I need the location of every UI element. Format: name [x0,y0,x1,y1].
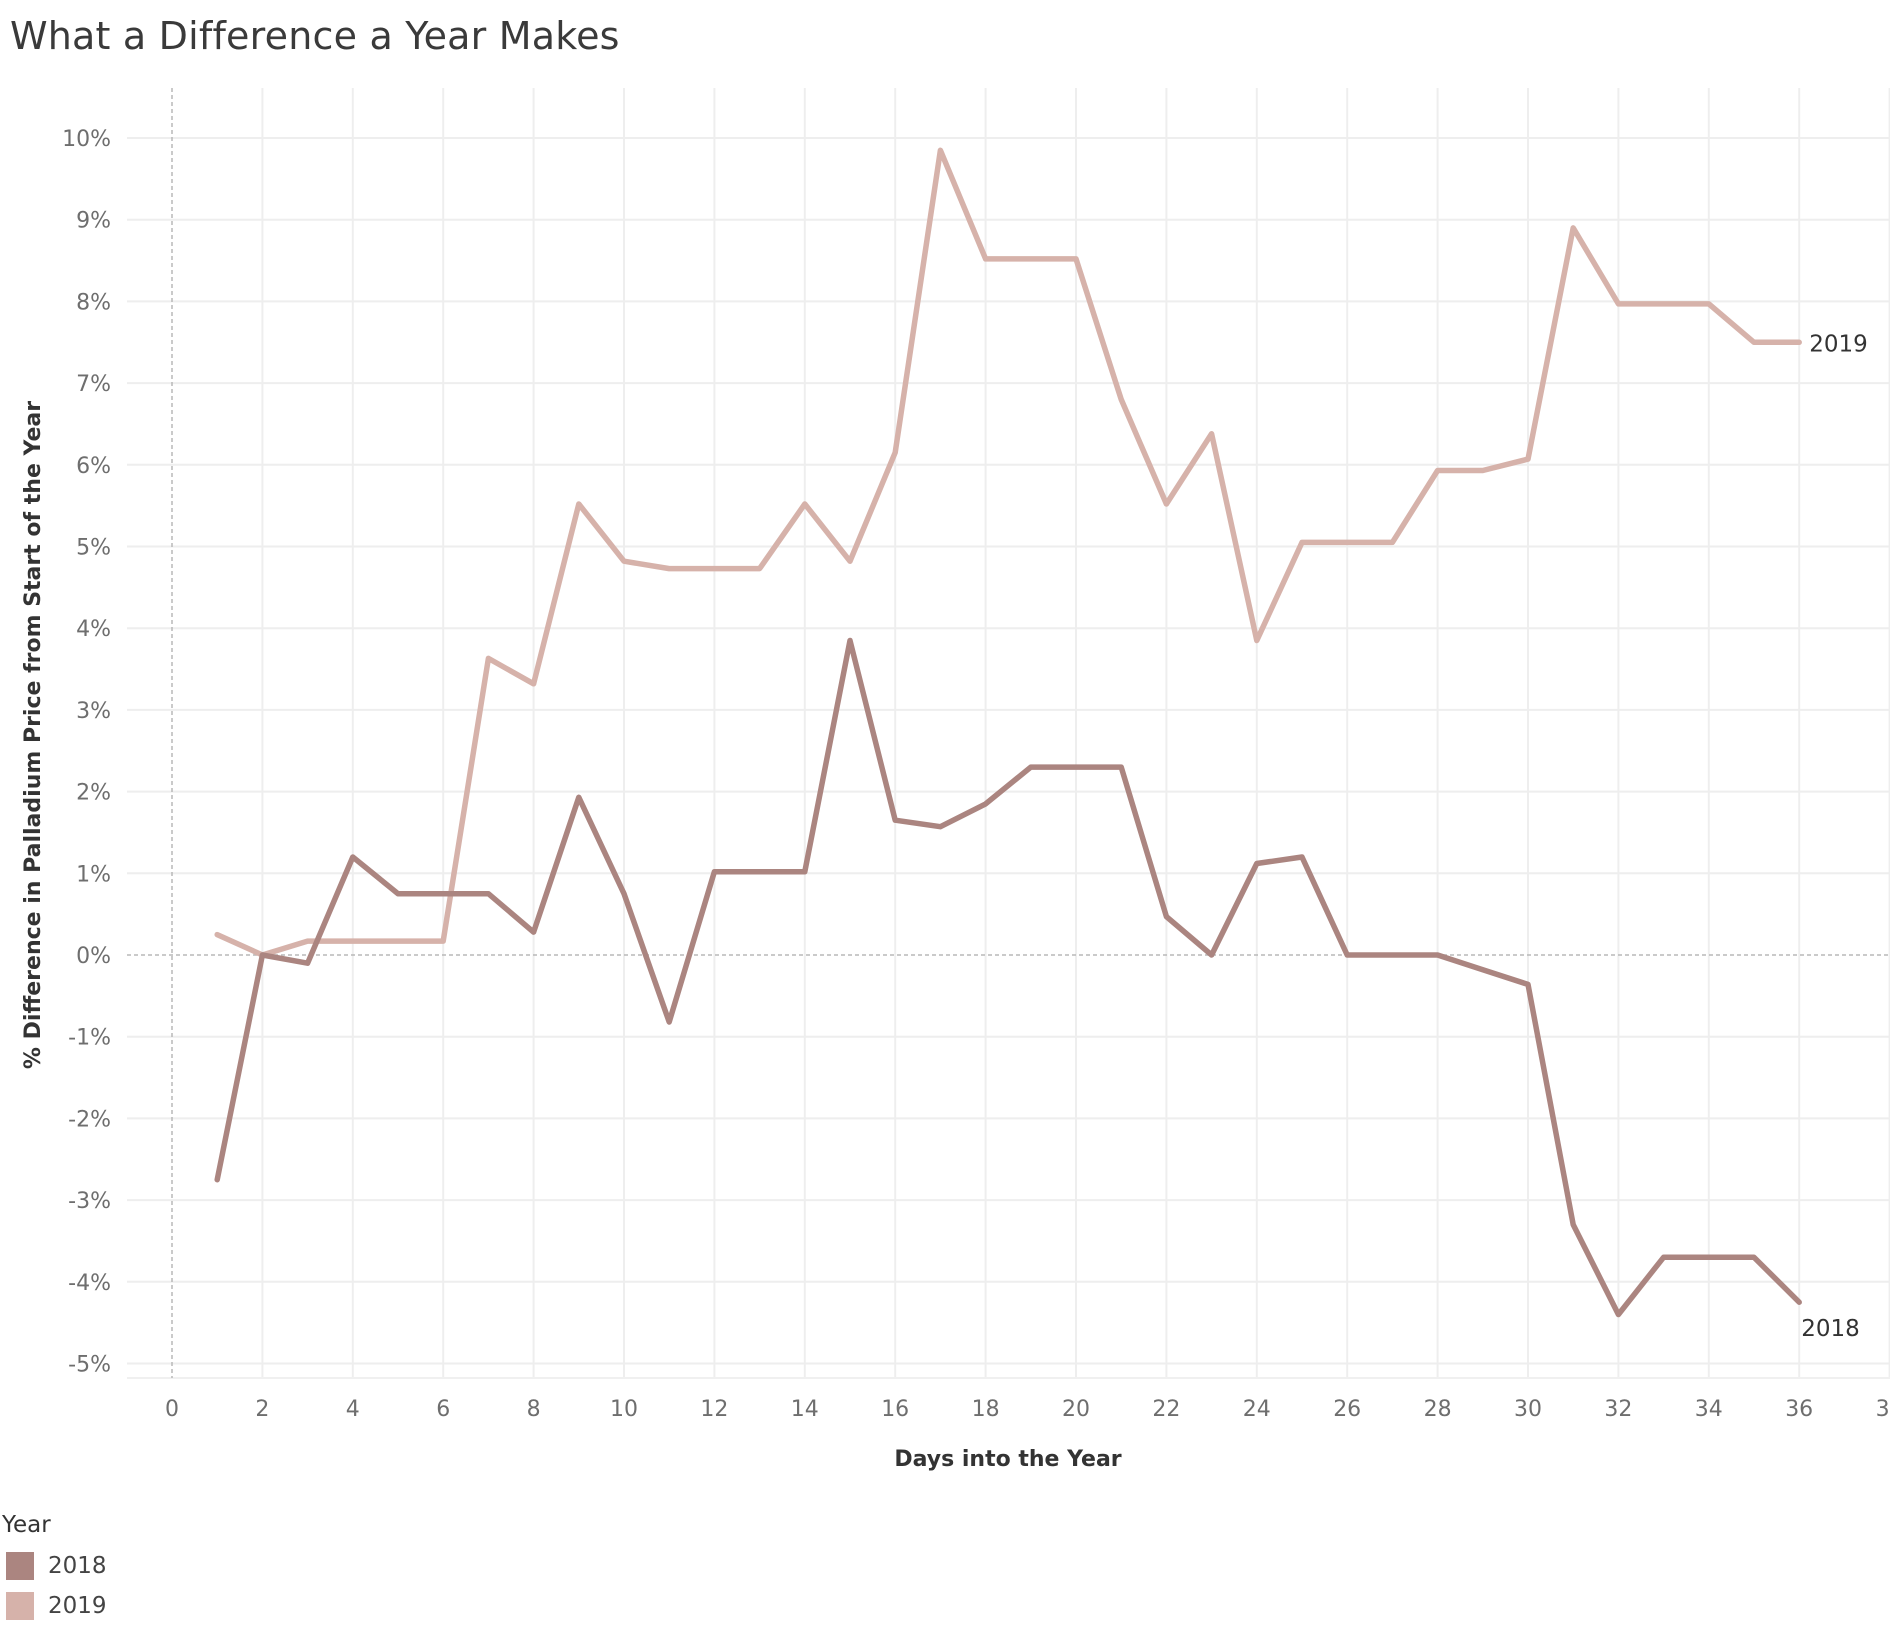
series-lines [214,147,1802,1318]
x-tick-label: 32 [1604,1397,1632,1422]
x-tick-label: 8 [527,1397,541,1422]
series-end-label-2019: 2019 [1809,331,1868,357]
series-end-label-2018: 2018 [1801,1316,1860,1342]
legend-item-2019[interactable]: 2019 [2,1586,107,1626]
y-tick-label: 1% [76,862,111,887]
x-tick-label: 10 [610,1397,638,1422]
series-line-2019[interactable] [214,147,1802,958]
x-tick-label: 20 [1062,1397,1090,1422]
y-tick-label: 7% [76,372,111,397]
x-tick-label: 26 [1333,1397,1361,1422]
legend-item-2018[interactable]: 2018 [2,1546,107,1586]
y-tick-label: 2% [76,781,111,806]
x-tick-label: 34 [1695,1397,1723,1422]
y-tick-label: -5% [68,1353,111,1378]
tick-labels: 0246810121416182022242628303234363810%9%… [62,127,1890,1422]
x-tick-label: 0 [165,1397,179,1422]
y-tick-label: -4% [68,1271,111,1296]
y-tick-label: 3% [76,699,111,724]
x-tick-label: 24 [1243,1397,1271,1422]
legend-label-2019: 2019 [48,1593,107,1619]
axes [127,88,1890,1379]
x-tick-label: 6 [436,1397,450,1422]
y-tick-label: -3% [68,1189,111,1214]
y-tick-label: 5% [76,536,111,561]
y-tick-label: 0% [76,944,111,969]
legend-swatch-2018 [6,1552,34,1580]
grid [127,88,1890,1378]
x-tick-label: 14 [791,1397,819,1422]
x-tick-label: 22 [1152,1397,1180,1422]
x-tick-label: 12 [700,1397,728,1422]
y-tick-label: -2% [68,1107,111,1132]
x-tick-label: 28 [1424,1397,1452,1422]
y-tick-label: 6% [76,454,111,479]
y-tick-label: 9% [76,209,111,234]
x-tick-label: 38 [1876,1397,1890,1422]
x-axis-title: Days into the Year [894,1447,1121,1472]
x-tick-label: 2 [255,1397,269,1422]
y-axis-title: % Difference in Palladium Price from Sta… [21,401,46,1069]
x-tick-label: 4 [346,1397,360,1422]
legend: Year 2018 2019 [2,1512,107,1626]
x-tick-label: 36 [1785,1397,1813,1422]
legend-title: Year [2,1512,51,1538]
y-tick-label: 4% [76,617,111,642]
legend-swatch-2019 [6,1592,34,1620]
y-tick-label: 8% [76,290,111,315]
x-tick-label: 18 [972,1397,1000,1422]
series-line-2018[interactable] [214,637,1802,1318]
legend-label-2018: 2018 [48,1553,107,1579]
x-tick-label: 30 [1514,1397,1542,1422]
chart-title: What a Difference a Year Makes [10,14,620,58]
y-tick-label: -1% [68,1026,111,1051]
x-tick-label: 16 [881,1397,909,1422]
y-tick-label: 10% [62,127,111,152]
